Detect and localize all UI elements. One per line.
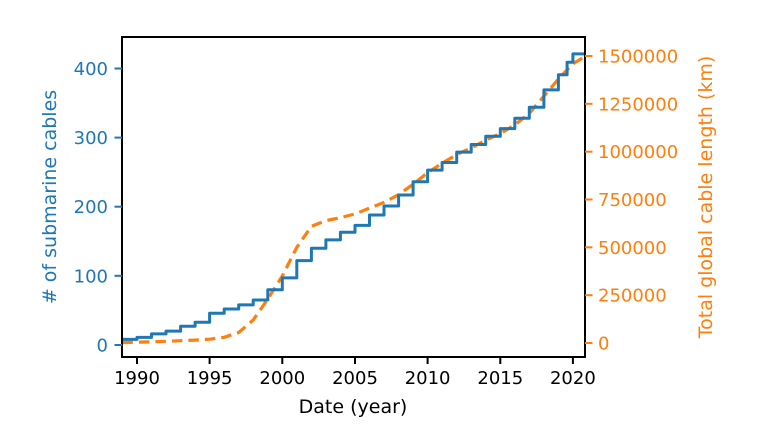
cables-count-series-line <box>122 52 585 341</box>
plot-border <box>121 36 586 358</box>
y-axis-left: 0 100 200 300 400 <box>74 59 122 357</box>
y-left-tick-label: 200 <box>74 197 108 218</box>
x-axis-label: Date (year) <box>299 396 408 418</box>
y-left-axis-label: # of submarine cables <box>39 90 61 304</box>
x-axis: 1990 1995 2000 2005 2010 2015 2020 <box>114 357 596 389</box>
x-tick-label: 1990 <box>114 368 160 389</box>
x-tick-label: 1995 <box>187 368 233 389</box>
y-right-tick-label: 750000 <box>598 190 667 211</box>
y-right-tick-label: 250000 <box>598 286 667 307</box>
x-tick-label: 2020 <box>550 368 596 389</box>
cable-length-series-line <box>122 54 585 345</box>
x-tick-label: 2005 <box>332 368 378 389</box>
y-left-tick-label: 400 <box>74 59 108 80</box>
y-left-tick-label: 100 <box>74 266 108 287</box>
y-right-tick-label: 0 <box>598 334 609 355</box>
y-right-tick-label: 1000000 <box>598 142 678 163</box>
x-tick-label: 2015 <box>477 368 523 389</box>
y-left-tick-label: 300 <box>74 128 108 149</box>
y-left-tick-label: 0 <box>97 336 108 357</box>
plot-series <box>122 52 585 345</box>
y-right-axis-label: Total global cable length (km) <box>695 56 717 340</box>
x-tick-label: 2000 <box>259 368 305 389</box>
y-right-tick-label: 1250000 <box>598 94 678 115</box>
y-right-tick-label: 500000 <box>598 238 667 259</box>
y-axis-right: 0 250000 500000 750000 1000000 1250000 1500000 <box>585 47 678 355</box>
y-right-tick-label: 1500000 <box>598 47 678 68</box>
x-tick-label: 2010 <box>405 368 451 389</box>
